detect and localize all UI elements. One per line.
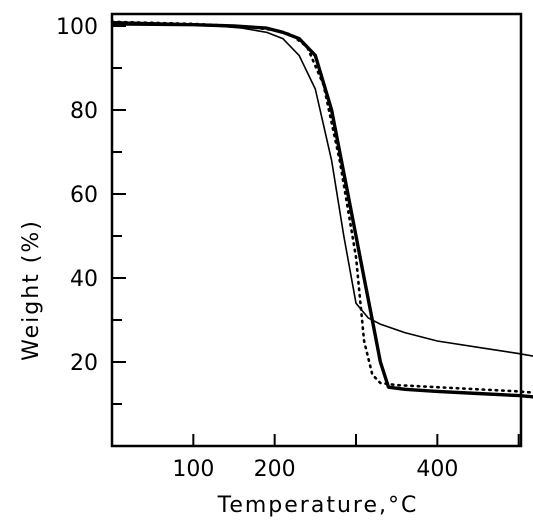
y-tick-label: 40 [70, 267, 98, 292]
x-tick-label: 200 [254, 457, 296, 482]
x-axis-title: Temperature,°C [217, 493, 419, 518]
series-line-c [111, 22, 533, 399]
series-line-a [111, 21, 533, 357]
x-axis-ticks: 100200400600 [172, 434, 520, 482]
y-axis-ticks: 20 40 60 80 100 [56, 15, 126, 405]
x-tick-label: 100 [172, 457, 214, 482]
y-tick-label: 20 [70, 351, 98, 376]
series-layer [110, 20, 533, 399]
plot-frame [110, 12, 523, 448]
y-tick-label: 60 [70, 183, 98, 208]
y-axis-title: Weight (%) [19, 219, 44, 361]
y-tick-label: 100 [56, 15, 98, 40]
y-tick-label: 80 [70, 99, 98, 124]
x-tick-label: 400 [416, 457, 458, 482]
